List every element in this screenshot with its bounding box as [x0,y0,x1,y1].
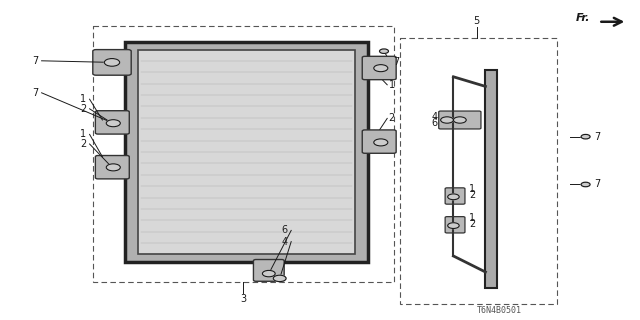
FancyBboxPatch shape [362,56,396,80]
Circle shape [273,275,286,282]
Bar [486,70,497,288]
Text: 2: 2 [470,190,476,200]
Text: 7: 7 [594,180,600,189]
Text: 1: 1 [470,212,476,223]
Circle shape [106,120,120,127]
Text: Fr.: Fr. [576,12,591,23]
Circle shape [104,59,120,66]
FancyBboxPatch shape [95,111,129,134]
FancyBboxPatch shape [362,130,396,153]
Circle shape [441,117,454,123]
Circle shape [448,194,460,200]
Bar [93,26,394,282]
FancyBboxPatch shape [253,260,284,281]
FancyBboxPatch shape [439,111,481,129]
Text: 1: 1 [388,80,395,90]
Text: 7: 7 [32,88,38,98]
Text: 1: 1 [470,184,476,194]
Circle shape [454,117,467,123]
Text: T6N4B0501: T6N4B0501 [477,306,522,315]
Circle shape [448,223,460,228]
Text: 2: 2 [80,104,86,114]
FancyBboxPatch shape [445,217,465,233]
Text: 1: 1 [80,94,86,104]
Circle shape [380,49,388,53]
Bar [400,38,557,304]
Circle shape [374,65,388,72]
Text: 4: 4 [431,112,438,122]
Text: 1: 1 [80,129,86,140]
Bar [125,42,368,262]
Text: 2: 2 [80,139,86,149]
Text: 2: 2 [388,113,395,124]
Text: 3: 3 [240,294,246,304]
Circle shape [581,134,590,139]
FancyBboxPatch shape [445,188,465,204]
Text: 2: 2 [470,219,476,229]
Text: 6: 6 [282,225,288,236]
Circle shape [106,164,120,171]
Text: 7: 7 [594,132,600,142]
FancyBboxPatch shape [93,50,131,75]
Circle shape [581,182,590,187]
Circle shape [262,270,275,277]
Bar [138,50,355,254]
Text: 6: 6 [431,118,438,128]
Circle shape [374,139,388,146]
Text: 4: 4 [282,236,288,247]
Text: 5: 5 [474,16,480,26]
Text: 7: 7 [394,57,400,68]
FancyBboxPatch shape [95,156,129,179]
Text: 7: 7 [32,56,38,66]
